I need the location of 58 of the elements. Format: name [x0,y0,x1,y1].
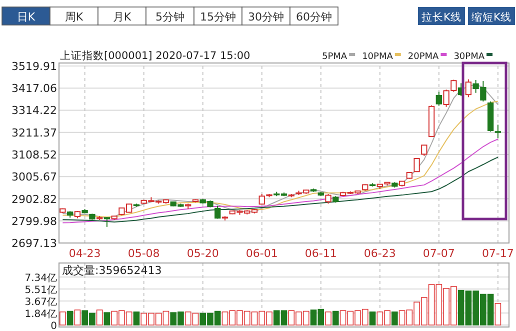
legend-label: 20PMA [408,52,440,62]
legend-label: 30PMA [454,52,486,62]
bar [66,310,74,326]
bar [104,312,110,326]
x-tick-label: 06-01 [246,247,278,260]
y-tick-label: 2697.13 [12,237,57,250]
candlestick [104,216,110,228]
x-tick-label: 06-23 [364,247,396,260]
legend-label: 10PMA [362,52,394,62]
annotation: 成交量:359652413 [62,264,162,277]
y-tick-label: 3.67亿 [24,297,57,308]
candlestick [414,158,420,173]
bar [369,312,376,326]
y-tick-label: 7.34亿 [24,273,57,284]
y-tick-label: 3314.22 [12,104,57,118]
y-tick-label: 3417.06 [12,82,57,96]
bar [60,312,66,326]
candlestick [421,144,428,156]
bar [74,310,81,326]
text: 5分钟 [156,10,184,24]
x-tick-label: 04-23 [68,247,101,260]
y-tick-label: 2799.98 [12,214,57,228]
chart-title: 上证指数[000001] 2020-07-17 15:00 [60,49,250,62]
y-tick-label: 1.84亿 [24,308,57,320]
text: 日K [16,10,36,24]
bar [494,303,502,326]
candlestick [494,124,502,139]
y-tick-label: 3108.52 [12,148,57,162]
text: 30分钟 [248,10,284,24]
bar [332,310,339,326]
x-tick-label: 07-17 [482,247,514,260]
text: 周K [64,10,84,24]
bar [391,312,398,326]
y-tick-label: 0 [50,321,57,331]
text: 拉长K线 [422,10,462,24]
y-tick-label: 3519.91 [12,60,57,73]
candlestick [465,78,472,98]
bar [133,312,140,326]
y-tick-label: 3005.67 [12,170,57,184]
text: 缩短K线 [472,10,512,24]
x-tick-label: 07-07 [422,247,455,260]
text: 月K [112,10,132,24]
line-series [62,138,498,224]
text: 15分钟 [200,10,236,24]
y-tick-label: 3211.37 [12,126,57,140]
candlestick [436,91,442,106]
x-tick-label: 05-20 [186,247,219,260]
text: 60分钟 [296,10,332,24]
bar [325,312,332,326]
y-tick-label: 2902.82 [12,192,57,206]
line-series [62,156,498,222]
x-tick-label: 05-08 [128,247,160,260]
bar [96,310,103,326]
legend-label: 5PMA [322,52,348,62]
candlestick [325,193,332,204]
candlestick [214,205,221,220]
x-tick-label: 06-11 [304,247,337,260]
y-tick-label: 5.51亿 [24,284,57,296]
